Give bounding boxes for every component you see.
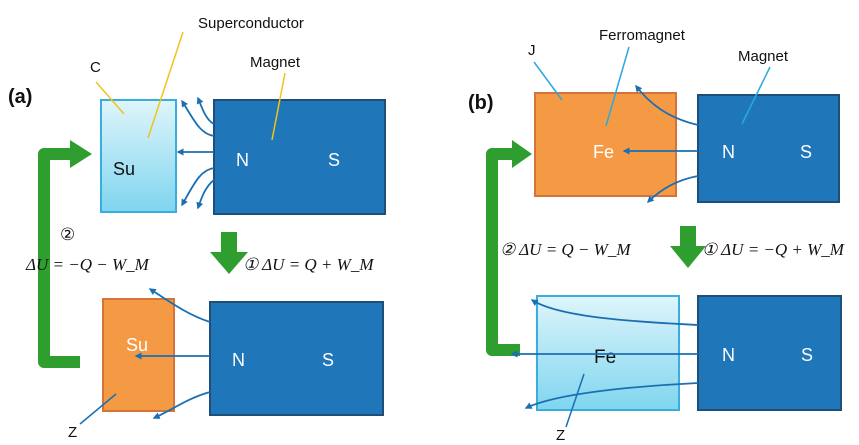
- magnet-pole-n-top-a: N: [236, 150, 249, 170]
- step2-arrowhead-a: [70, 140, 92, 168]
- magnet-pole-n-top-b: N: [722, 142, 735, 162]
- field-lines-top-b: [622, 84, 699, 203]
- field-line: [152, 391, 211, 419]
- label-j: J: [528, 42, 536, 59]
- step2-equation-b: ② ΔU = Q − W_M: [500, 240, 631, 259]
- magnet-block-top-a: [213, 99, 386, 215]
- magnet-pole-s-bottom-b: S: [801, 345, 813, 365]
- field-line: [181, 167, 215, 207]
- panel-a-label: (a): [8, 86, 32, 108]
- field-line: [635, 84, 699, 126]
- panel-a: (a) Su N S Superconductor C Magnet ① ΔU …: [8, 15, 386, 441]
- field-lines-bottom-b: [510, 299, 699, 409]
- field-lines-top-a: [176, 96, 215, 210]
- field-line: [524, 382, 699, 409]
- step1-down-arrow-a: [210, 232, 248, 274]
- label-j-pointer-line: [533, 61, 563, 101]
- field-line: [530, 299, 699, 326]
- step2-return-arrow-b: [486, 148, 520, 356]
- field-line: [181, 99, 215, 137]
- ferromagnet-text-bottom: Fe: [594, 347, 616, 368]
- ferromagnet-pointer-line: [605, 46, 630, 127]
- magnet-pole-n-bottom-a: N: [232, 350, 245, 370]
- superconductor-text-top: Su: [113, 159, 135, 179]
- magnet-block-bottom-a: [209, 301, 384, 416]
- ferromagnet-text-top: Fe: [593, 142, 614, 162]
- superconductor-block-bottom: [102, 298, 175, 412]
- magnet-pole-s-top-b: S: [800, 142, 812, 162]
- step1-equation-b: ① ΔU = −Q + W_M: [702, 240, 845, 259]
- ferromagnet-block-top: [534, 92, 677, 197]
- field-line: [647, 175, 699, 203]
- field-line: [196, 96, 215, 125]
- field-line: [196, 179, 215, 210]
- panel-b-label: (b): [468, 92, 494, 114]
- magnet-pole-s-bottom-a: S: [322, 350, 334, 370]
- field-lines-bottom-a: [134, 288, 211, 419]
- step2-number-a: ②: [60, 225, 75, 244]
- label-z-pointer-line-a: [79, 393, 117, 425]
- panel-b: (b) Fe N S Ferromagnet Magnet J ① ΔU = −…: [468, 27, 845, 444]
- superconductor-pointer-line: [147, 31, 184, 139]
- magnet-label-b: Magnet: [738, 48, 789, 65]
- step1-down-arrow-b: [670, 226, 706, 268]
- magnet-pointer-line-b: [741, 66, 771, 125]
- magnet-pole-n-bottom-b: N: [722, 345, 735, 365]
- superconductor-label: Superconductor: [198, 15, 304, 32]
- label-z-b: Z: [556, 427, 565, 444]
- label-c: C: [90, 59, 101, 76]
- label-z-pointer-line-b: [565, 373, 585, 428]
- superconductor-text-bottom: Su: [126, 335, 148, 355]
- field-line: [148, 288, 211, 323]
- magnet-block-bottom-b: [697, 295, 842, 411]
- step2-return-arrow-a: [38, 148, 80, 368]
- magnet-block-top-b: [697, 94, 840, 203]
- step2-equation-a: ΔU = −Q − W_M: [25, 255, 150, 274]
- step1-equation-a: ① ΔU = Q + W_M: [243, 255, 374, 274]
- ferromagnet-label: Ferromagnet: [599, 27, 686, 44]
- label-c-pointer-line: [95, 81, 125, 115]
- superconductor-block-top: [100, 99, 177, 213]
- magnet-pole-s-top-a: S: [328, 150, 340, 170]
- label-z-a: Z: [68, 424, 77, 441]
- magnet-pointer-line-a: [271, 72, 286, 141]
- step2-arrowhead-b: [512, 140, 532, 168]
- magnet-label-a: Magnet: [250, 54, 301, 71]
